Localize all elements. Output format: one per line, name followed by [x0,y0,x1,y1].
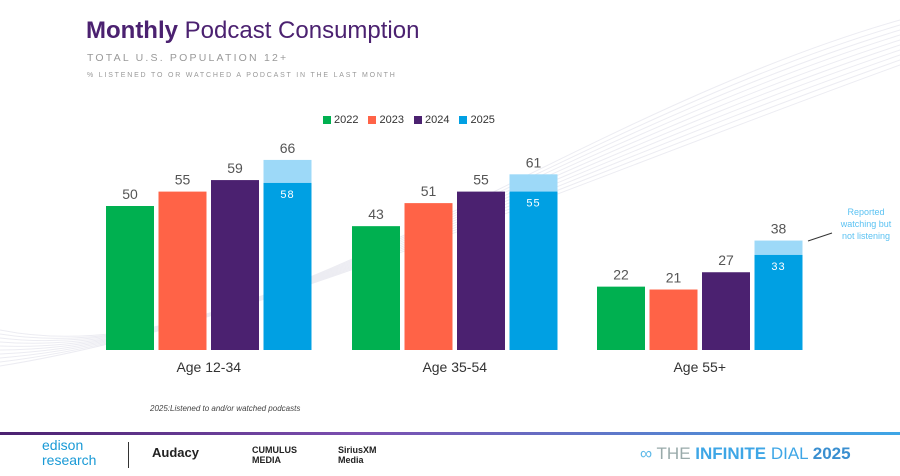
legend-item: 2023 [368,114,404,126]
bar-listened [263,182,312,350]
chart-description: % LISTENED TO OR WATCHED A PODCAST IN TH… [87,72,397,79]
data-label: 55 [175,172,191,188]
legend-swatch [459,116,468,124]
footer-divider [0,432,900,435]
category-label: Age 12-34 [176,359,241,375]
legend-item: 2024 [413,114,450,126]
data-label-listened: 58 [280,189,294,201]
data-label: 61 [526,154,542,170]
bar [404,203,453,350]
data-label: 27 [718,252,734,268]
legend-swatch [368,116,377,124]
legend-label: 2024 [424,114,450,126]
data-label: 55 [473,172,489,188]
edison-logo: edison research [42,437,97,468]
chart-subtitle: TOTAL U.S. POPULATION 12+ [87,52,289,64]
bar [702,272,750,350]
bar [106,206,154,350]
category-label: Age 35-54 [422,359,487,375]
bar [649,289,698,350]
bar [211,180,259,350]
footnote: 2025:Listened to and/or watched podcasts [150,404,301,413]
data-label: 50 [122,186,138,202]
legend-swatch [413,116,422,124]
legend: 2022 2023 2024 2025 [323,114,495,126]
legend-label: 2023 [379,114,404,126]
data-label: 66 [280,140,296,156]
legend-swatch [323,116,331,124]
cumulus-logo: CUMULUS MEDIA [252,445,297,465]
data-label: 38 [771,221,787,237]
infinity-icon: ∞ [640,444,653,463]
data-label: 59 [227,160,243,176]
bar [352,226,400,350]
annotation-pointer [807,232,833,242]
legend-label: 2022 [334,114,359,126]
bar [597,286,645,350]
chart-title: Monthly Podcast Consumption [86,17,420,44]
infinite-dial-logo: ∞ THE INFINITE DIAL 2025 [640,444,851,463]
audacy-logo: Audacy [152,445,199,460]
bar [158,191,207,350]
category-label: Age 55+ [673,359,726,375]
data-label: 22 [613,267,629,283]
legend-label: 2025 [470,114,495,126]
data-label: 43 [368,206,384,222]
annotation: Reported watching but not listening [840,207,892,241]
logo-divider [128,442,129,468]
bar-listened [509,191,558,350]
data-label: 51 [421,183,437,199]
legend-item: 2022 [323,114,358,126]
data-label: 21 [666,270,682,286]
siriusxm-logo: SiriusXM Media [338,445,377,465]
data-label-listened: 55 [526,198,540,210]
legend-item: 2025 [459,114,495,126]
data-label-listened: 33 [771,261,785,273]
bar [457,191,505,350]
bar-listened [754,254,803,350]
bar-chart: 50 55 59 58 66 Age 12-34 43 51 55 55 61 Age 35-54 22… [0,19,900,375]
